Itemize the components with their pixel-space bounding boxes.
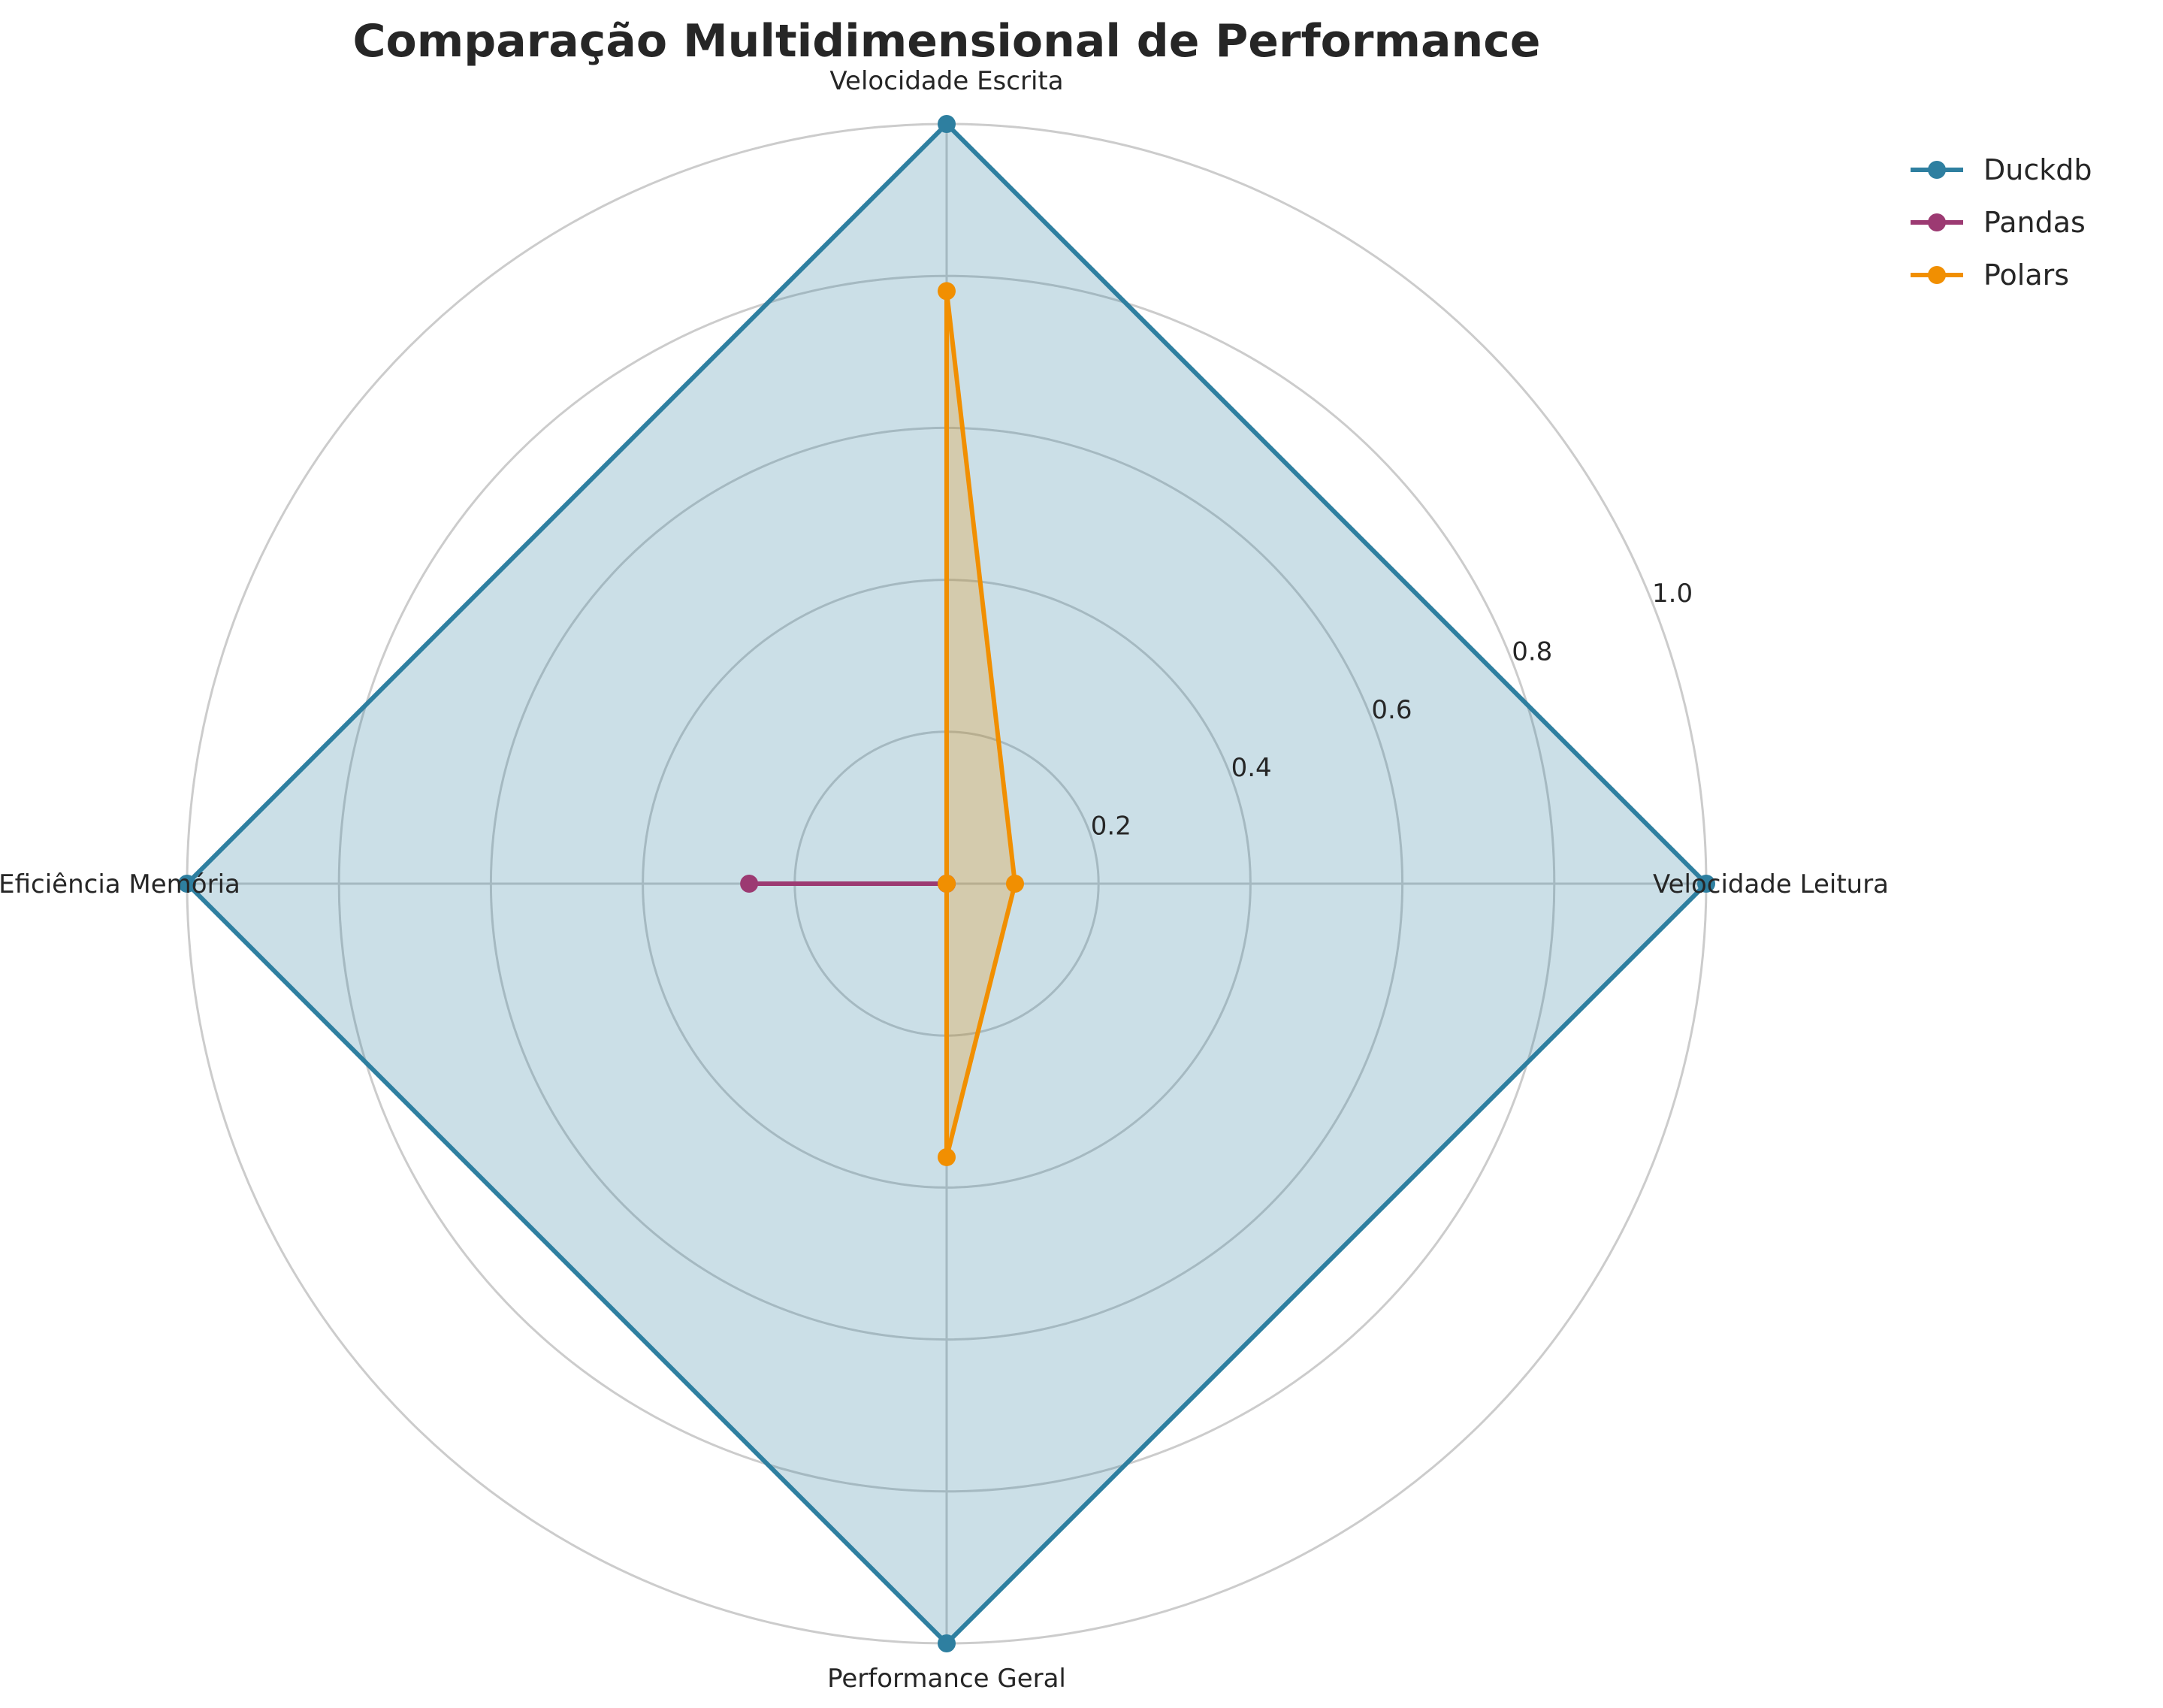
data-point-duckdb xyxy=(1697,875,1715,893)
data-point-duckdb xyxy=(178,875,196,893)
r-tick-label: 0.2 xyxy=(1091,812,1131,842)
data-point-polars xyxy=(938,282,956,301)
r-tick-label: 0.6 xyxy=(1371,695,1412,725)
series-fill-polars xyxy=(947,291,1015,1157)
axis-labels: Velocidade Leitura Velocidade Escrita Ef… xyxy=(0,66,1889,1694)
axis-label-velocidade-escrita: Velocidade Escrita xyxy=(829,66,1063,96)
data-point-duckdb xyxy=(938,115,956,133)
legend-label-pandas: Pandas xyxy=(1983,206,2086,239)
r-tick-label: 0.4 xyxy=(1231,753,1272,783)
series-layer xyxy=(178,115,1715,1652)
r-tick-label: 0.8 xyxy=(1512,636,1552,667)
axis-label-performance-geral: Performance Geral xyxy=(827,1664,1066,1694)
axis-label-eficiencia-memoria: Eficiência Memória xyxy=(0,869,240,899)
data-point-polars xyxy=(1005,875,1024,893)
data-point-polars xyxy=(938,875,956,893)
legend-item-duckdb: Duckdb xyxy=(1911,153,2092,186)
r-tick-label: 1.0 xyxy=(1652,579,1693,609)
legend-marker-polars xyxy=(1928,266,1946,284)
data-point-duckdb xyxy=(938,1634,956,1652)
axis-label-velocidade-leitura: Velocidade Leitura xyxy=(1653,869,1889,899)
legend-label-polars: Polars xyxy=(1983,258,2069,292)
chart-title: Comparação Multidimensional de Performan… xyxy=(353,15,1541,68)
legend: Duckdb Pandas Polars xyxy=(1911,153,2092,292)
radial-tick-labels: 0.2 0.4 0.6 0.8 1.0 xyxy=(1091,579,1693,842)
legend-label-duckdb: Duckdb xyxy=(1983,153,2092,186)
data-point-polars xyxy=(938,1147,956,1166)
legend-item-polars: Polars xyxy=(1911,258,2069,292)
legend-item-pandas: Pandas xyxy=(1911,206,2086,239)
data-point-pandas xyxy=(740,875,759,893)
legend-marker-duckdb xyxy=(1928,161,1946,179)
legend-marker-pandas xyxy=(1928,213,1946,231)
